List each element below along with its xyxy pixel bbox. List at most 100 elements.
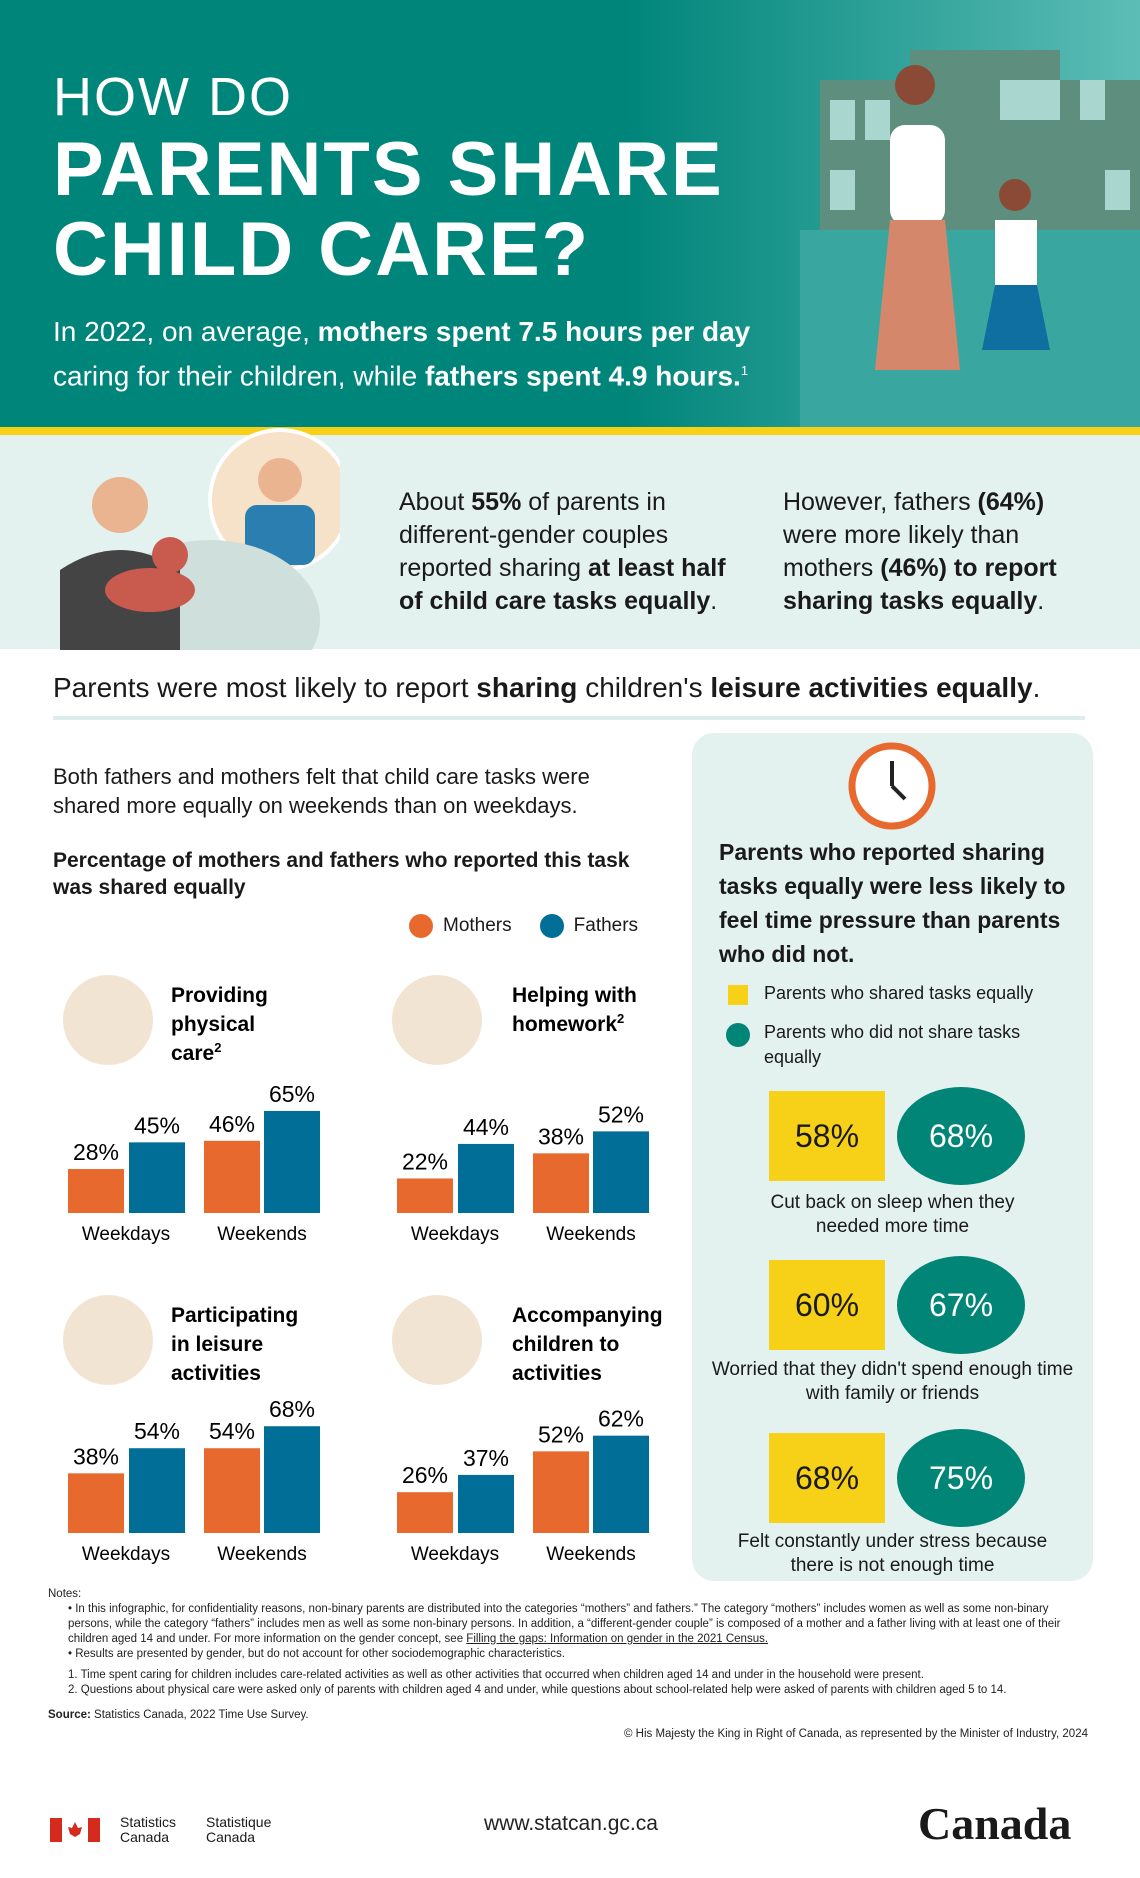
section-headline: Parents were most likely to report shari… [53, 672, 1040, 704]
t: of parents in different-gender couples r… [399, 488, 669, 582]
bar-value-label: 26% [402, 1462, 448, 1488]
sleep-not-shared-value: 68% [897, 1087, 1025, 1185]
t: Statistics Canada, 2022 Time Use Survey. [90, 1709, 309, 1721]
panel-title: Helping with homework2 [512, 984, 637, 1036]
sleep-shared-value: 58% [769, 1091, 885, 1181]
panel-illustration [63, 975, 153, 1065]
bar-value-label: 68% [269, 1396, 315, 1422]
bar-fathers-weekends [593, 1131, 649, 1213]
t: . [1037, 587, 1045, 615]
legend-not-shared: Parents who did not share tasks equally [764, 1022, 1021, 1067]
notes-heading: Notes: [48, 1588, 82, 1600]
bar-mothers-weekdays [68, 1473, 124, 1533]
bar-value-label: 52% [598, 1101, 644, 1127]
t: 55% [471, 488, 522, 516]
t: Parents were most likely to report [53, 672, 477, 703]
category-label: Weekdays [411, 1224, 499, 1245]
notes: Notes: • In this infographic, for confid… [48, 1587, 1088, 1742]
t: (46%) to report sharing tasks equally [783, 554, 1057, 615]
bar-value-label: 45% [134, 1112, 180, 1138]
bar-value-label: 54% [209, 1418, 255, 1444]
bar-mothers-weekends [533, 1153, 589, 1213]
canada-flag-icon [50, 1818, 100, 1842]
category-label: Weekdays [82, 1224, 170, 1245]
bar-fathers-weekdays [458, 1143, 514, 1213]
t: were more likely than mothers [783, 521, 1020, 582]
legend-fathers: Fathers [573, 915, 639, 936]
chart-title: Percentage of mothers and fathers who re… [53, 849, 630, 899]
bar-value-label: 65% [269, 1081, 315, 1107]
clock-icon [848, 742, 936, 830]
note-1: 1. Time spent caring for children includ… [68, 1669, 924, 1681]
panel-title: Participating in leisure activities [171, 1304, 298, 1385]
bar-fathers-weekends [264, 1426, 320, 1533]
canada-wordmark: Canada [918, 1798, 1072, 1849]
t: . [710, 587, 718, 615]
t: Time spent caring for children includes … [80, 1669, 924, 1681]
family-not-shared-value: 67% [897, 1256, 1025, 1354]
bar-mothers-weekends [204, 1448, 260, 1533]
bar-value-label: 28% [73, 1139, 119, 1165]
category-label: Weekends [546, 1224, 635, 1245]
footnote-ref: 1 [740, 363, 749, 378]
intro-a: In 2022, on average, [53, 316, 318, 347]
key-findings-band: About 55% of parents in different-gender… [0, 428, 1140, 650]
bar-mothers-weekdays [68, 1169, 124, 1213]
statcan-logo[interactable]: Statistics Canada Statistique Canada [50, 1815, 286, 1845]
intro-d: fathers spent 4.9 hours. [424, 360, 741, 392]
note-bullet-2: • Results are presented by gender, but d… [68, 1648, 565, 1660]
stat-fathers-mothers: However, fathers (64%) were more likely … [783, 486, 1103, 618]
t: Source: [48, 1709, 91, 1721]
panel-illustration [392, 975, 482, 1065]
bar-fathers-weekdays [129, 1142, 185, 1213]
bar-value-label: 44% [463, 1114, 509, 1140]
statcan-url-link[interactable]: www.statcan.gc.ca [484, 1812, 658, 1835]
intro-text: In 2022, on average, mothers spent 7.5 h… [53, 312, 773, 395]
gender-census-link[interactable]: Filling the gaps: Information on gender … [466, 1633, 769, 1645]
panel-title: Accompanying children to activities [512, 1304, 663, 1385]
t: In this infographic, for confidentiality… [68, 1603, 1061, 1645]
fathers-legend-swatch [539, 914, 564, 938]
shared-legend-swatch [728, 985, 748, 1005]
panel-title: Parents who reported sharing tasks equal… [719, 839, 1066, 967]
note-2: 2. Questions about physical care were as… [68, 1684, 1007, 1696]
bar-fathers-weekends [264, 1110, 320, 1213]
bar-value-label: 54% [134, 1418, 180, 1444]
category-label: Weekdays [411, 1544, 499, 1565]
chart-legend: Mothers Fathers [409, 914, 638, 938]
bar-value-label: 22% [402, 1148, 448, 1174]
divider-stripe [0, 427, 1140, 435]
sleep-caption: Cut back on sleep when they needed more … [770, 1192, 1015, 1237]
t: Questions about physical care were asked… [80, 1684, 1007, 1696]
bar-mothers-weekends [533, 1451, 589, 1533]
bar-fathers-weekdays [129, 1448, 185, 1533]
t: leisure activities equally [710, 672, 1033, 703]
bar-mothers-weekends [204, 1140, 260, 1213]
stat-55-percent: About 55% of parents in different-gender… [399, 486, 739, 618]
bar-mothers-weekdays [397, 1178, 453, 1213]
t: (64%) [977, 488, 1045, 516]
t: at least half of child care tasks equall… [399, 554, 726, 615]
weekend-intro-text: Both fathers and mothers felt that child… [53, 764, 590, 818]
bar-charts: Providing physical care2 28% 45% Weekdays 46% 6… [63, 975, 663, 1565]
category-label: Weekends [546, 1544, 635, 1565]
bar-value-label: 52% [538, 1421, 584, 1447]
t: About [399, 488, 472, 516]
note-bullet-1: • In this infographic, for confidentiali… [68, 1603, 1061, 1645]
statcan-fr: Statistique Canada [206, 1814, 272, 1845]
bar-fathers-weekends [593, 1435, 649, 1533]
stress-caption: Felt constantly under stress because the… [737, 1531, 1048, 1576]
stress-not-shared-value: 75% [897, 1429, 1025, 1527]
mother-daughter-school-illustration [800, 50, 1140, 427]
copyright: © His Majesty the King in Right of Canad… [623, 1728, 1088, 1740]
bar-mothers-weekdays [397, 1492, 453, 1533]
header-banner: HOW DO PARENTS SHARE CHILD CARE? In 2022… [0, 0, 1140, 427]
intro-b: mothers spent 7.5 hours per day [317, 316, 751, 347]
panel-title: Providing physical care2 [171, 984, 268, 1065]
t: Results are presented by gender, but do … [75, 1648, 565, 1660]
t: . [1032, 672, 1041, 703]
category-label: Weekdays [82, 1544, 170, 1565]
divider [53, 716, 1085, 720]
category-label: Weekends [217, 1224, 306, 1245]
legend-shared: Parents who shared tasks equally [764, 983, 1034, 1003]
